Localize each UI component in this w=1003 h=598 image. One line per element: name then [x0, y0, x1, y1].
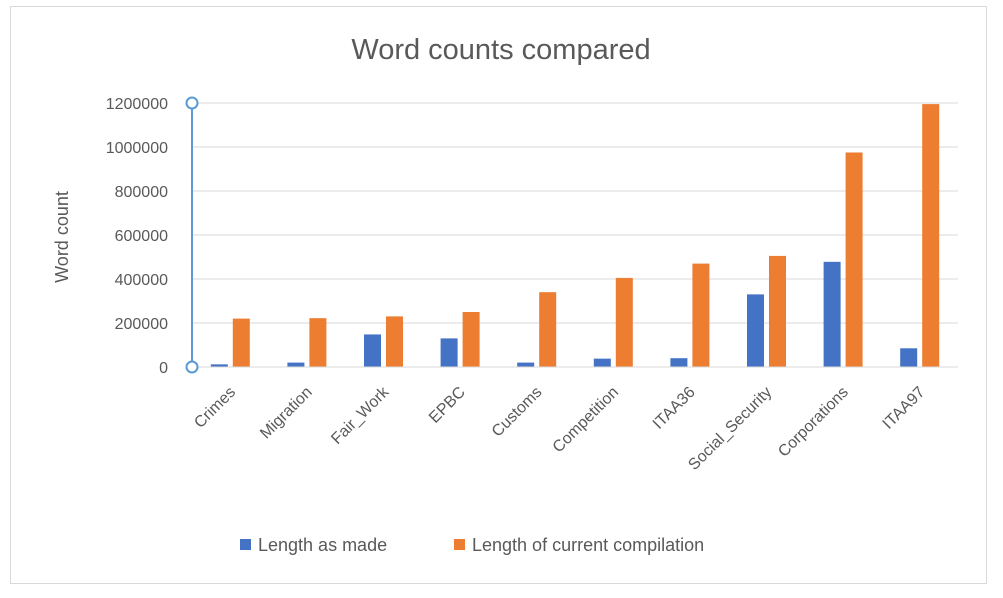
x-tick-label: Fair_Work: [328, 383, 393, 448]
chart-title: Word counts compared: [351, 34, 650, 66]
y-tick-label: 400000: [115, 272, 168, 289]
x-tick-label: Competition: [550, 384, 622, 456]
bar-current-compilation: [922, 104, 940, 367]
x-tick-label: Social_Security: [685, 384, 775, 474]
x-tick-label: Customs: [489, 384, 546, 441]
bar-current-compilation: [386, 316, 403, 367]
bar-as-made: [517, 362, 535, 367]
bar-as-made: [747, 294, 764, 367]
bar-current-compilation: [539, 292, 557, 367]
bar-current-compilation: [692, 263, 710, 367]
x-tick-labels: Crimes Migration Fair_Work EPBC Customs Compe…: [191, 383, 928, 474]
bar-current-compilation: [769, 255, 786, 367]
legend-label: Length as made: [258, 535, 387, 555]
x-tick-label: EPBC: [426, 384, 469, 427]
axis-selection-handle[interactable]: [185, 360, 199, 374]
bar-as-made: [440, 338, 458, 367]
bar-current-compilation: [462, 312, 480, 367]
y-tick-label: 800000: [115, 184, 168, 201]
bar-as-made: [593, 358, 611, 367]
x-tick-label: Migration: [257, 384, 316, 443]
bar-as-made: [670, 358, 688, 367]
x-tick-label: Crimes: [191, 384, 239, 432]
bars: [210, 104, 940, 367]
bar-current-compilation: [309, 318, 327, 367]
x-tick-label: ITAA36: [650, 384, 699, 433]
bar-current-compilation: [232, 318, 250, 367]
x-tick-label: Corporations: [775, 384, 852, 461]
y-tick-label: 600000: [115, 228, 168, 245]
y-tick-labels: 0 200000 400000 600000 800000 1000000 1200000: [106, 96, 168, 377]
legend-label: Length of current compilation: [472, 535, 704, 555]
legend-swatch: [454, 539, 465, 550]
axes: [185, 96, 958, 374]
legend-swatch: [240, 539, 251, 550]
x-tick-label: ITAA97: [880, 384, 929, 433]
bar-as-made: [287, 362, 305, 367]
y-tick-label: 1000000: [106, 140, 168, 157]
bar-as-made: [900, 348, 918, 367]
bar-current-compilation: [845, 152, 863, 367]
legend: Length as made Length of current compilat…: [240, 535, 704, 555]
y-tick-label: 200000: [115, 316, 168, 333]
bar-current-compilation: [615, 277, 633, 367]
y-axis-label: Word count: [52, 191, 72, 283]
bar-as-made: [364, 334, 381, 367]
bar-as-made: [823, 261, 841, 367]
axis-selection-handle[interactable]: [185, 96, 199, 110]
bar-as-made: [210, 364, 228, 367]
y-tick-label: 1200000: [106, 96, 168, 113]
gridlines: [192, 102, 958, 324]
y-tick-label: 0: [159, 360, 168, 377]
